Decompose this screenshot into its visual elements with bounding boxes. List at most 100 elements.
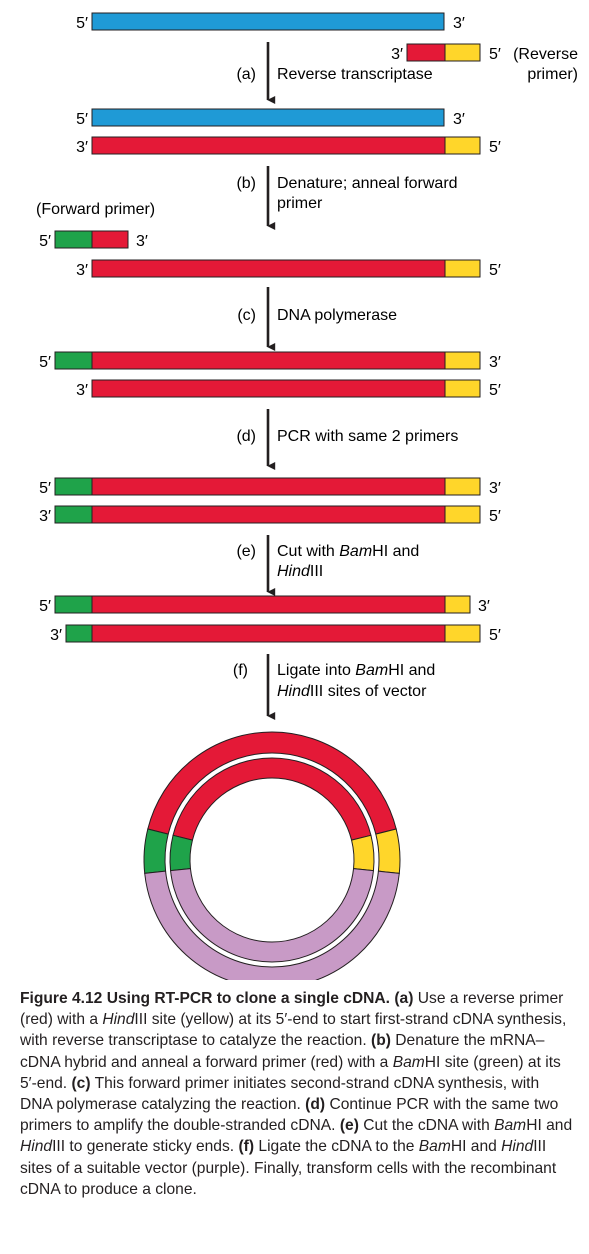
caption-text: This forward primer initiates second-str… bbox=[20, 1074, 540, 1114]
hindiii-site-yellow bbox=[444, 351, 481, 370]
mrna-strand bbox=[91, 12, 445, 31]
caption-text: HI and bbox=[526, 1117, 573, 1135]
five-prime-label: 5′ bbox=[489, 262, 501, 279]
three-prime-label: 3′ bbox=[136, 233, 148, 250]
rt-pcr-diagram: 5′ 3′ 3′ 5′ (Reverse primer) (a) Reverse… bbox=[36, 12, 578, 980]
dscdna-row4: 5′ 3′ 3′ 5′ bbox=[39, 351, 501, 399]
five-prime-label: 5′ bbox=[39, 233, 51, 250]
hindiii-site-yellow bbox=[444, 624, 481, 643]
caption-text: Cut the cDNA with bbox=[363, 1117, 495, 1135]
figure-caption: Figure 4.12 Using RT-PCR to clone a sing… bbox=[20, 988, 575, 1200]
reverse-primer-red bbox=[406, 43, 446, 62]
reverse-primer-label: (Reverse bbox=[513, 46, 578, 63]
caption-text: Ligate the cDNA to the bbox=[258, 1138, 419, 1156]
caption-text: HI site (green) at its 5′-end. bbox=[20, 1053, 561, 1092]
step-c: (c) DNA polymerase bbox=[237, 287, 397, 351]
five-prime-label: 5′ bbox=[489, 382, 501, 399]
plasmid-hindiii-site bbox=[375, 828, 401, 874]
caption-text: III to generate sticky ends. bbox=[52, 1138, 235, 1156]
bamhi-site-green bbox=[65, 624, 93, 643]
step-description: Ligate into BamHI and bbox=[277, 662, 435, 679]
step-a: (a) Reverse transcriptase bbox=[236, 42, 433, 104]
step-letter: (a) bbox=[236, 66, 256, 83]
hindiii-site-yellow bbox=[444, 259, 481, 278]
caption-step-label: (d) bbox=[305, 1096, 326, 1114]
bamhi-site-green bbox=[54, 477, 93, 496]
step-letter: (b) bbox=[236, 175, 256, 192]
step-description: HindIII bbox=[277, 563, 323, 580]
forward-primer: (Forward primer) 5′ 3′ bbox=[36, 201, 155, 250]
five-prime-label: 5′ bbox=[39, 354, 51, 371]
five-prime-label: 5′ bbox=[76, 111, 88, 128]
plasmid-bamhi-site bbox=[143, 828, 169, 874]
bamhi-site-green bbox=[54, 505, 93, 524]
three-prime-label: 3′ bbox=[478, 598, 490, 615]
three-prime-label: 3′ bbox=[50, 627, 62, 644]
reverse-primer-label: primer) bbox=[527, 66, 578, 83]
five-prime-label: 5′ bbox=[39, 598, 51, 615]
step-description: primer bbox=[277, 195, 323, 212]
five-prime-label: 5′ bbox=[489, 46, 501, 63]
bamhi-site-green bbox=[54, 230, 93, 249]
cdna-strand bbox=[91, 595, 446, 614]
hybrid-row2: 5′ 3′ 3′ 5′ bbox=[76, 108, 501, 156]
caption-enzyme: Bam bbox=[494, 1117, 527, 1135]
five-prime-label: 5′ bbox=[39, 480, 51, 497]
caption-step-label: (a) bbox=[394, 990, 414, 1007]
caption-step-label: (c) bbox=[71, 1074, 91, 1092]
figure-title: Using RT-PCR to clone a single cDNA. bbox=[106, 990, 391, 1007]
cdna-row3: 3′ 5′ bbox=[76, 259, 501, 279]
step-letter: (f) bbox=[233, 662, 248, 679]
caption-step-label: (e) bbox=[339, 1117, 359, 1135]
step-f: (f) Ligate into BamHI and HindIII sites … bbox=[233, 654, 435, 720]
cdna-strand bbox=[91, 259, 446, 278]
forward-primer-red bbox=[91, 230, 129, 249]
step-letter: (d) bbox=[236, 428, 256, 445]
plasmid-vector bbox=[144, 870, 400, 980]
three-prime-label: 3′ bbox=[76, 262, 88, 279]
hindiii-site-yellow bbox=[444, 379, 481, 398]
cdna-strand bbox=[91, 624, 446, 643]
bamhi-site-green bbox=[54, 351, 93, 370]
five-prime-label: 5′ bbox=[76, 15, 88, 32]
three-prime-label: 3′ bbox=[39, 508, 51, 525]
amplified-row5: 5′ 3′ 3′ 5′ bbox=[39, 477, 501, 525]
cdna-strand bbox=[91, 379, 446, 398]
cdna-strand bbox=[91, 351, 446, 370]
cdna-strand bbox=[91, 505, 446, 524]
three-prime-label: 3′ bbox=[76, 139, 88, 156]
mrna-strand-row1: 5′ 3′ bbox=[76, 12, 465, 32]
five-prime-label: 5′ bbox=[489, 139, 501, 156]
caption-enzyme: Bam bbox=[392, 1053, 425, 1071]
reverse-primer: 3′ 5′ (Reverse primer) bbox=[391, 43, 578, 83]
caption-text: Use a reverse primer (red) with a bbox=[20, 990, 564, 1029]
five-prime-label: 5′ bbox=[489, 508, 501, 525]
hindiii-site-yellow bbox=[444, 136, 481, 155]
caption-text: III sites of a suitable vector (purple).… bbox=[20, 1138, 557, 1198]
hindiii-site-yellow bbox=[444, 43, 481, 62]
step-description: Denature; anneal forward bbox=[277, 175, 458, 192]
step-description: PCR with same 2 primers bbox=[277, 428, 458, 445]
three-prime-label: 3′ bbox=[489, 480, 501, 497]
forward-primer-label: (Forward primer) bbox=[36, 201, 155, 218]
step-d: (d) PCR with same 2 primers bbox=[236, 409, 458, 470]
step-letter: (e) bbox=[236, 543, 256, 560]
caption-enzyme: Hind bbox=[20, 1138, 53, 1156]
cdna-strand bbox=[91, 477, 446, 496]
plasmid-hindiii-site bbox=[350, 834, 375, 872]
mrna-strand bbox=[91, 108, 445, 127]
three-prime-label: 3′ bbox=[453, 15, 465, 32]
caption-text: HI and bbox=[450, 1138, 502, 1156]
caption-step-label: (b) bbox=[371, 1032, 391, 1050]
hindiii-site-yellow bbox=[444, 505, 481, 524]
caption-step-label: (f) bbox=[238, 1138, 255, 1156]
caption-text: III site (yellow) at its 5′-end to start… bbox=[20, 1011, 567, 1050]
three-prime-label: 3′ bbox=[489, 354, 501, 371]
caption-text: Continue PCR with the same two primers t… bbox=[20, 1096, 559, 1135]
bamhi-site-green bbox=[54, 595, 93, 614]
plasmid-vector bbox=[170, 868, 374, 963]
step-description: HindIII sites of vector bbox=[277, 683, 427, 700]
caption-enzyme: Hind bbox=[102, 1011, 135, 1029]
hindiii-site-yellow bbox=[444, 595, 471, 614]
recombinant-plasmid bbox=[143, 731, 401, 980]
